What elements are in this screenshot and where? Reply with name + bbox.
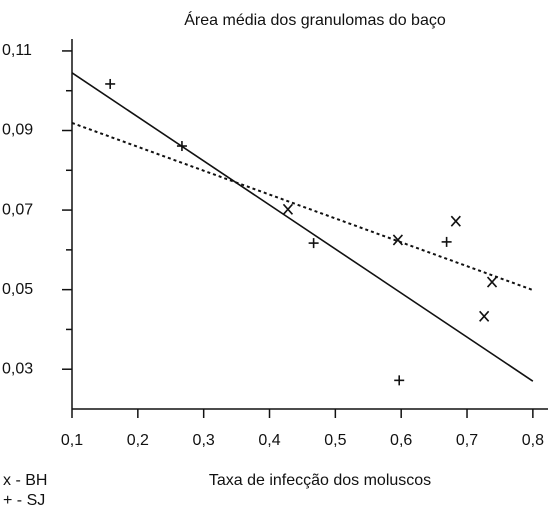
y-tick-label: 0,07 xyxy=(2,201,33,218)
x-tick-label: 0,6 xyxy=(390,432,412,449)
point xyxy=(308,238,319,249)
x-tick-label: 0,2 xyxy=(127,432,149,449)
x-tick-label: 0,4 xyxy=(258,432,280,449)
point xyxy=(282,203,294,215)
x-tick-label: 0,1 xyxy=(61,432,83,449)
point xyxy=(479,310,490,322)
regression-line xyxy=(71,72,534,382)
point-stroke xyxy=(392,234,403,246)
point xyxy=(392,234,403,246)
point-stroke xyxy=(486,276,498,288)
legend-entry: + - SJ xyxy=(3,492,45,509)
x-tick-label: 0,5 xyxy=(324,432,346,449)
point xyxy=(176,141,187,152)
point xyxy=(441,236,452,247)
x-tick-label: 0,3 xyxy=(193,432,215,449)
point xyxy=(394,375,405,386)
point xyxy=(486,276,498,288)
point xyxy=(450,215,461,227)
x-tick-label: 0,8 xyxy=(522,432,544,449)
y-tick-label: 0,11 xyxy=(2,42,32,59)
y-tick-label: 0,05 xyxy=(2,281,33,298)
point xyxy=(105,78,116,89)
chart-title: Área média dos granulomas do baço xyxy=(184,10,446,29)
point-stroke xyxy=(450,215,461,227)
point-stroke xyxy=(479,310,490,322)
x-axis-label: Taxa de infecção dos moluscos xyxy=(209,472,431,489)
regression-line xyxy=(71,122,534,291)
x-tick-label: 0,7 xyxy=(456,432,478,449)
y-tick-label: 0,03 xyxy=(2,360,33,377)
legend-entry: x - BH xyxy=(3,472,47,489)
point-stroke xyxy=(282,203,294,215)
y-tick-label: 0,09 xyxy=(2,122,33,139)
